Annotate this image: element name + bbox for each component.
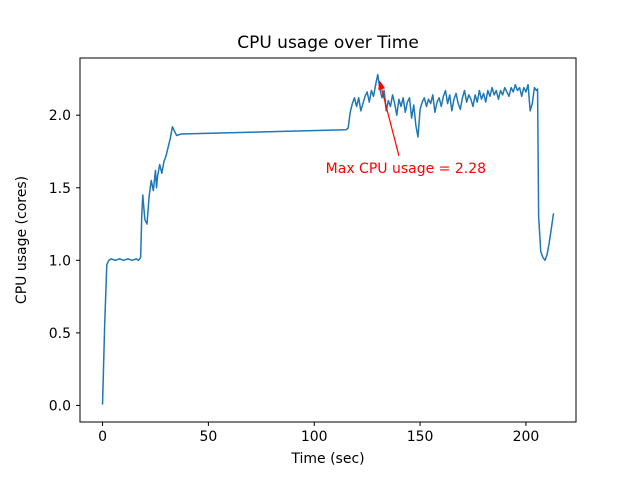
x-axis-label: Time (sec) [290,451,364,467]
y-tick-label: 2.0 [49,108,71,124]
annotation-arrowhead [378,80,386,90]
x-tick-label: 0 [98,429,107,445]
axes-frame [79,57,577,423]
y-tick-label: 1.5 [49,181,71,197]
y-tick-label: 0.5 [49,326,71,342]
y-axis-label: CPU usage (cores) [14,176,30,304]
x-tick-label: 200 [513,429,540,445]
annotation-arrow-line [380,85,400,156]
y-tick-label: 1.0 [49,253,71,269]
chart-title: CPU usage over Time [237,33,419,53]
cpu-usage-line [101,73,555,405]
plot-area: 0 50 100 150 200 0.0 0.5 1.0 1.5 2.0 [49,57,577,445]
max-cpu-annotation: Max CPU usage = 2.28 [326,161,486,177]
x-tick-label: 50 [199,429,217,445]
x-tick-label: 100 [301,429,328,445]
y-tick-label: 0.0 [49,398,71,414]
x-tick-label: 150 [407,429,434,445]
